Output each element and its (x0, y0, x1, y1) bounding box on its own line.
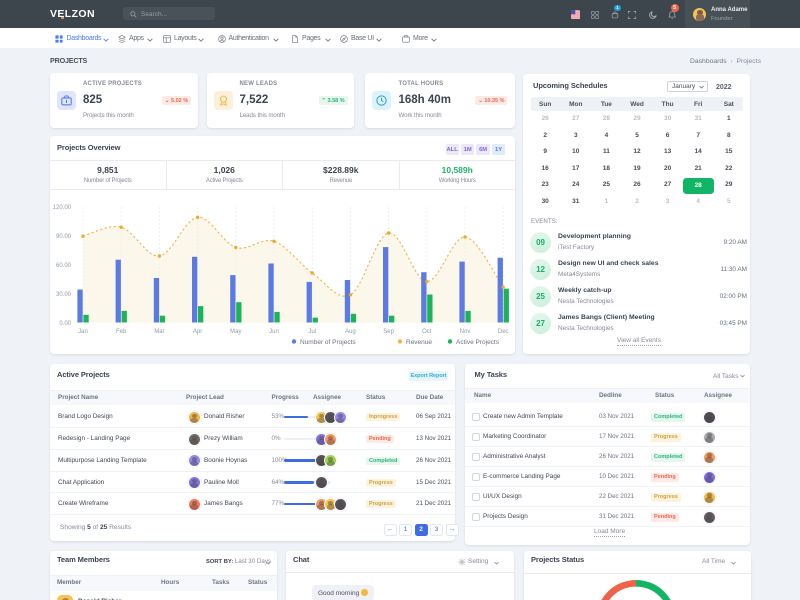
svg-text:Number of Projects: Number of Projects (300, 339, 356, 346)
svg-text:60.00: 60.00 (56, 263, 72, 269)
svg-text:Sep: Sep (383, 329, 394, 335)
svg-text:Feb: Feb (116, 329, 127, 335)
svg-text:Active Projects: Active Projects (456, 339, 500, 346)
svg-text:90.00: 90.00 (56, 234, 72, 240)
svg-text:May: May (230, 329, 241, 335)
svg-text:Revenue: Revenue (406, 339, 432, 346)
svg-text:30.00: 30.00 (56, 292, 72, 298)
svg-text:Jun: Jun (269, 329, 279, 335)
svg-text:0.00: 0.00 (59, 321, 71, 327)
svg-text:Dec: Dec (498, 329, 509, 335)
svg-text:Aug: Aug (345, 329, 356, 335)
svg-text:120.00: 120.00 (53, 205, 72, 211)
svg-text:Jan: Jan (78, 329, 88, 335)
svg-text:Oct: Oct (422, 329, 432, 335)
svg-text:Mar: Mar (154, 329, 164, 335)
svg-text:Apr: Apr (193, 329, 202, 335)
svg-text:Jul: Jul (308, 329, 316, 335)
svg-text:Nov: Nov (460, 329, 471, 335)
